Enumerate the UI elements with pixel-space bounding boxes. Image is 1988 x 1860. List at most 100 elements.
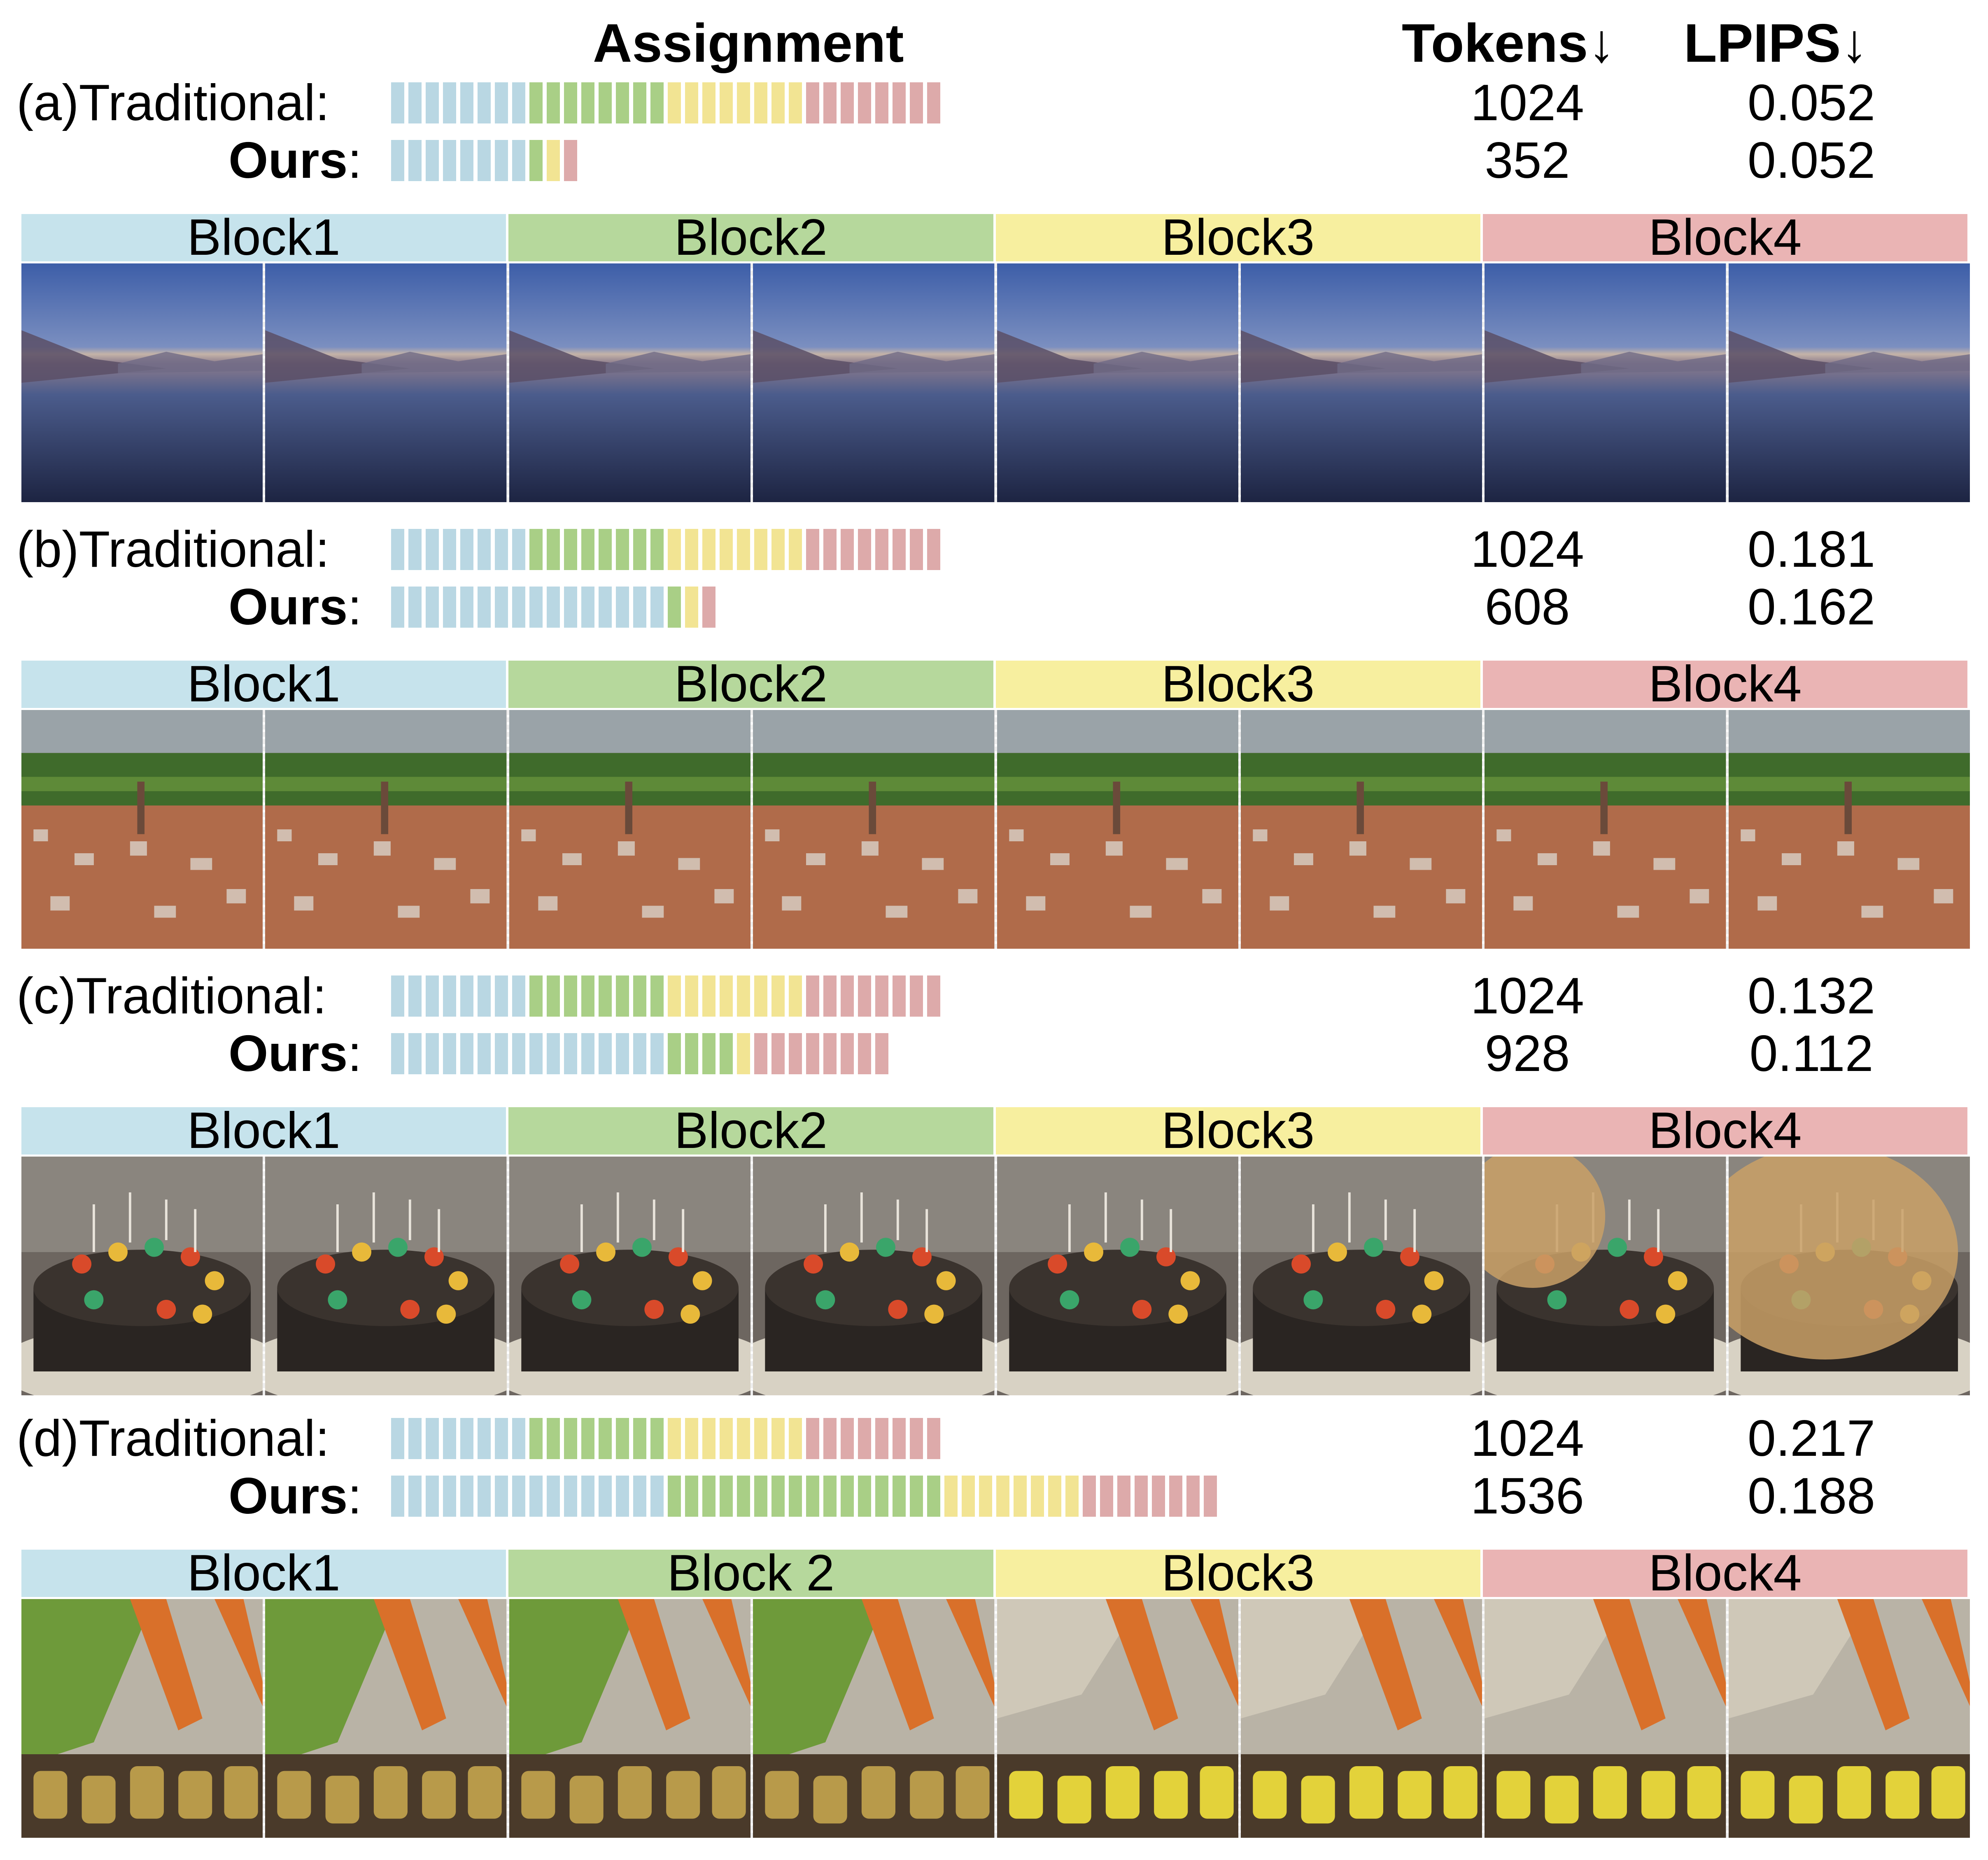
- reconstruction-image: [265, 1157, 509, 1395]
- token-segment: [426, 587, 439, 628]
- token-segment: [893, 1476, 906, 1517]
- token-segment: [685, 1476, 698, 1517]
- token-segment: [875, 82, 888, 123]
- token-segment: [460, 587, 473, 628]
- token-segment: [1135, 1476, 1148, 1517]
- reconstruction-image: [753, 263, 997, 502]
- block-label-row: Block1 Block 2 Block3 Block4: [21, 1548, 1970, 1599]
- token-segment: [771, 1033, 785, 1074]
- token-segment: [668, 587, 681, 628]
- token-segment: [581, 82, 594, 123]
- token-segment: [1100, 1476, 1113, 1517]
- token-segment: [979, 1476, 992, 1517]
- traditional-lpips-value: 0.052: [1747, 74, 1876, 131]
- token-segment: [702, 1476, 715, 1517]
- block-label: Block1: [21, 1548, 509, 1599]
- reconstruction-image: [509, 1157, 753, 1395]
- row-tag: (d): [16, 1410, 79, 1467]
- token-segment: [1169, 1476, 1182, 1517]
- token-segment: [841, 1418, 854, 1459]
- token-segment: [512, 1033, 525, 1074]
- token-segment: [806, 975, 819, 1017]
- token-segment: [443, 587, 456, 628]
- lpips-header: LPIPS↓: [1684, 13, 1868, 73]
- token-segment: [771, 975, 785, 1017]
- token-segment: [581, 975, 594, 1017]
- reconstruction-image: [997, 710, 1241, 949]
- token-segment: [460, 140, 473, 181]
- token-segment: [962, 1476, 975, 1517]
- token-segment: [478, 1418, 491, 1459]
- token-segment: [599, 1033, 612, 1074]
- token-segment: [616, 975, 629, 1017]
- block-label: Block4: [1482, 1105, 1970, 1156]
- token-segment: [426, 975, 439, 1017]
- token-segment: [841, 975, 854, 1017]
- token-segment: [823, 1033, 837, 1074]
- token-segment: [927, 975, 940, 1017]
- token-segment: [529, 975, 543, 1017]
- token-segment: [529, 1418, 543, 1459]
- token-segment: [581, 587, 594, 628]
- reconstruction-image: [1240, 710, 1485, 949]
- ours-token-bar: [391, 1476, 1221, 1517]
- token-segment: [616, 587, 629, 628]
- reconstruction-image: [1728, 1157, 1970, 1395]
- token-segment: [426, 1033, 439, 1074]
- token-segment: [443, 1033, 456, 1074]
- token-segment: [858, 1476, 871, 1517]
- token-segment: [495, 1033, 508, 1074]
- token-segment: [806, 1418, 819, 1459]
- token-segment: [910, 1476, 923, 1517]
- token-segment: [633, 587, 646, 628]
- token-segment: [512, 1476, 525, 1517]
- token-segment: [754, 1418, 767, 1459]
- token-segment: [616, 1033, 629, 1074]
- reconstruction-image: [1240, 1599, 1485, 1838]
- reconstruction-image: [21, 263, 266, 502]
- token-segment: [529, 82, 543, 123]
- token-segment: [581, 1418, 594, 1459]
- token-segment: [668, 82, 681, 123]
- token-segment: [668, 975, 681, 1017]
- token-segment: [702, 529, 715, 570]
- token-segment: [460, 1033, 473, 1074]
- token-segment: [806, 529, 819, 570]
- token-segment: [478, 587, 491, 628]
- token-segment: [633, 529, 646, 570]
- block-label-row: Block1 Block2 Block3 Block4: [21, 1105, 1970, 1156]
- token-segment: [460, 529, 473, 570]
- token-segment: [650, 529, 664, 570]
- reconstruction-image: [997, 1157, 1241, 1395]
- token-segment: [720, 975, 733, 1017]
- reconstruction-image: [1728, 710, 1970, 949]
- token-segment: [616, 1418, 629, 1459]
- ours-colon: :: [347, 579, 362, 636]
- reconstruction-image: [1240, 1157, 1485, 1395]
- token-segment: [581, 1476, 594, 1517]
- token-segment: [823, 529, 837, 570]
- token-segment: [1083, 1476, 1096, 1517]
- token-segment: [702, 1418, 715, 1459]
- token-segment: [426, 82, 439, 123]
- block-label-row: Block1 Block2 Block3 Block4: [21, 659, 1970, 710]
- token-segment: [737, 1418, 750, 1459]
- token-segment: [893, 82, 906, 123]
- token-segment: [927, 1476, 940, 1517]
- token-segment: [702, 1033, 715, 1074]
- token-segment: [495, 82, 508, 123]
- token-segment: [495, 1476, 508, 1517]
- token-segment: [512, 975, 525, 1017]
- block-label: Block3: [995, 212, 1483, 263]
- token-segment: [685, 1418, 698, 1459]
- token-segment: [391, 1033, 404, 1074]
- token-segment: [841, 529, 854, 570]
- ours-label: Ours:: [228, 1025, 362, 1082]
- ours-lpips-value: 0.188: [1747, 1468, 1876, 1525]
- token-segment: [650, 1418, 664, 1459]
- token-segment: [616, 1476, 629, 1517]
- token-segment: [650, 1476, 664, 1517]
- token-segment: [547, 1476, 560, 1517]
- token-segment: [806, 1476, 819, 1517]
- traditional-name: Traditional:: [76, 968, 327, 1024]
